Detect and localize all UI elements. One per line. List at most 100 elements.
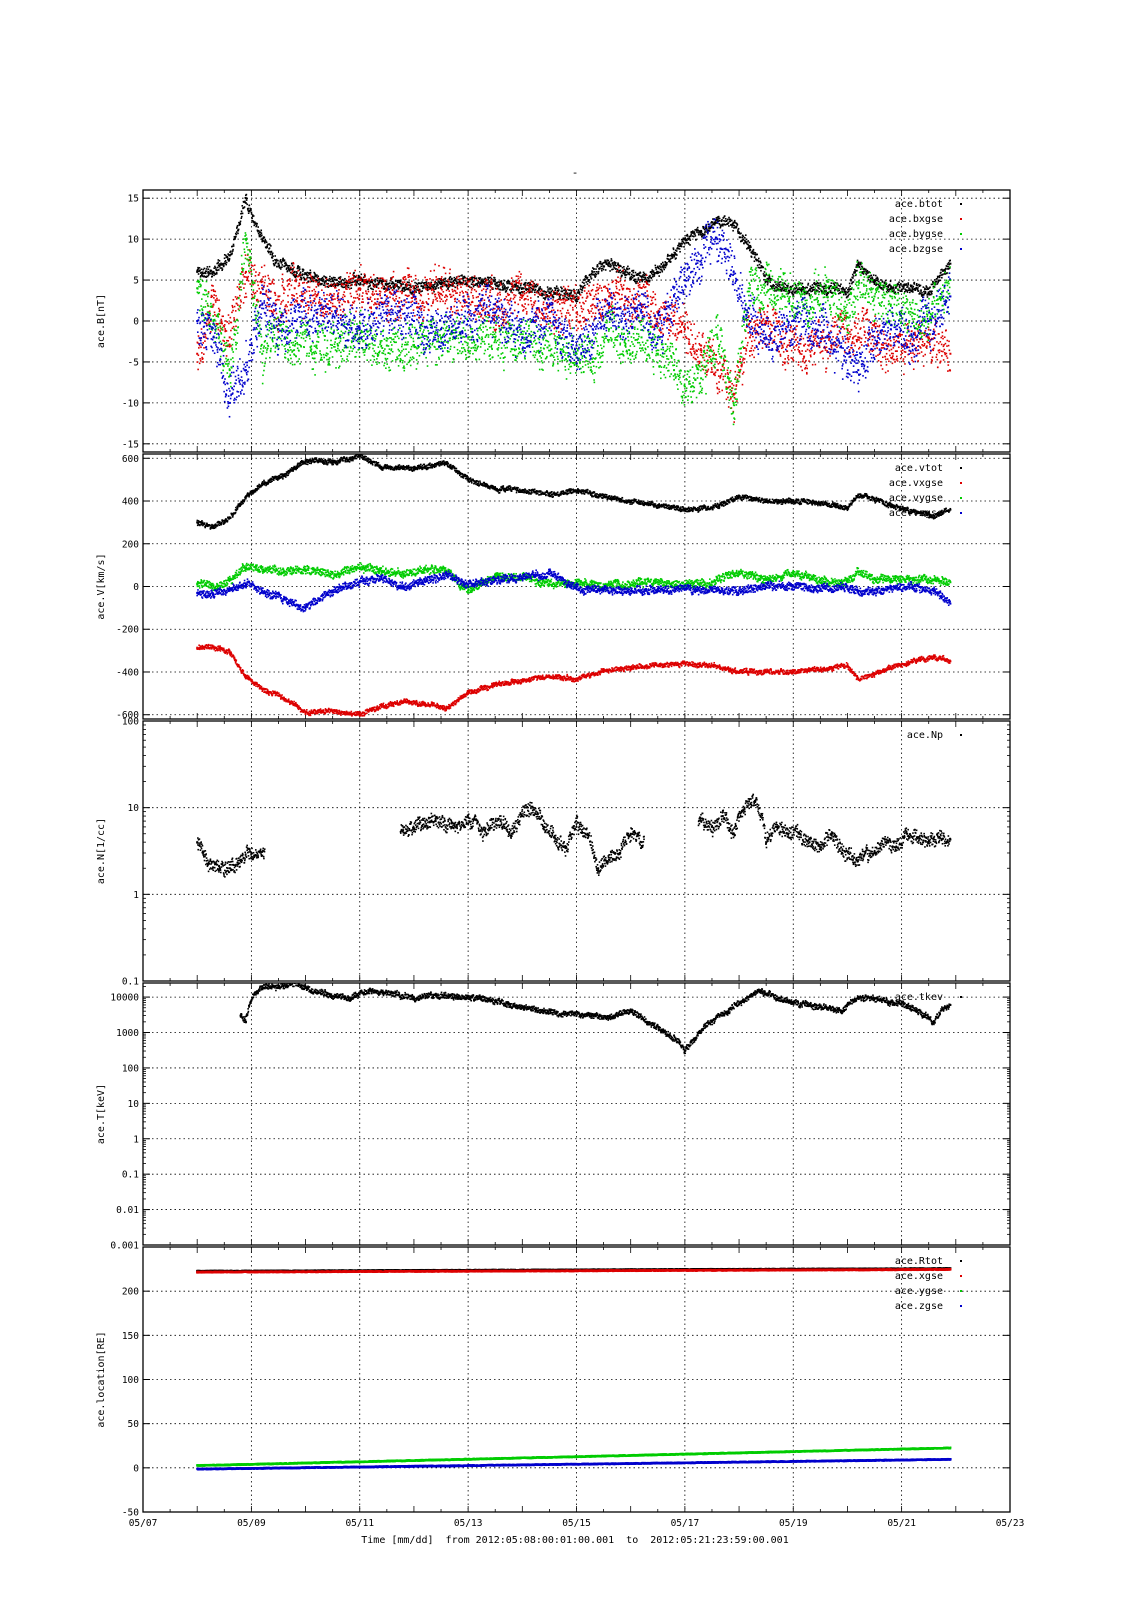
data-point [600, 315, 603, 318]
data-point [872, 274, 875, 276]
data-point [234, 237, 236, 239]
data-point [681, 243, 683, 245]
data-point [335, 311, 337, 314]
data-point [284, 305, 287, 308]
data-point [642, 305, 644, 308]
data-point [826, 323, 829, 326]
data-point [534, 300, 537, 302]
data-point [676, 307, 678, 310]
data-point [489, 276, 492, 279]
data-point [368, 278, 370, 280]
data-point [537, 290, 539, 292]
data-point [517, 275, 519, 278]
data-point [599, 313, 602, 316]
data-point [634, 310, 637, 312]
data-point [297, 267, 300, 269]
data-point [402, 278, 405, 281]
data-point [274, 259, 276, 261]
data-point [526, 288, 529, 291]
data-point [279, 260, 281, 263]
data-point [808, 335, 811, 337]
data-point [251, 296, 254, 299]
data-point [228, 257, 231, 260]
data-point [422, 316, 425, 319]
data-point [680, 329, 683, 332]
data-point [312, 280, 315, 283]
data-point [680, 331, 683, 334]
data-point [304, 297, 306, 299]
data-point [631, 269, 634, 272]
data-point [701, 232, 704, 235]
data-point [355, 290, 358, 293]
data-point [455, 280, 457, 282]
data-point [235, 325, 237, 328]
data-point [267, 291, 270, 293]
data-point [618, 266, 620, 269]
data-point [454, 300, 456, 303]
data-point [341, 303, 344, 306]
data-point [596, 283, 599, 286]
data-point [689, 244, 691, 246]
data-point [466, 277, 468, 280]
data-point [220, 321, 223, 323]
data-point [207, 272, 209, 274]
data-point [848, 289, 851, 291]
data-point [395, 298, 397, 300]
data-point [205, 268, 208, 270]
data-point [542, 317, 544, 320]
data-point [340, 280, 342, 283]
data-point [825, 371, 827, 373]
data-point [415, 286, 418, 289]
data-point [608, 261, 611, 263]
data-point [683, 246, 685, 248]
data-point [213, 297, 215, 299]
data-point [346, 280, 349, 282]
data-point [724, 223, 727, 226]
data-point [488, 284, 491, 287]
data-point [565, 293, 567, 295]
data-point [485, 288, 488, 291]
data-point [590, 272, 593, 275]
data-point [339, 276, 342, 278]
data-point [711, 344, 714, 347]
data-point [949, 352, 952, 355]
data-point [834, 321, 837, 324]
data-point [720, 355, 723, 358]
data-point [832, 336, 834, 338]
data-point [508, 280, 511, 283]
data-point [508, 299, 510, 302]
data-point [327, 313, 330, 315]
data-point [822, 286, 824, 288]
data-point [519, 284, 522, 287]
data-point [796, 344, 798, 346]
data-point [319, 282, 322, 285]
data-point [570, 299, 572, 301]
data-point [804, 366, 807, 369]
data-point [797, 364, 800, 366]
data-point [948, 267, 950, 270]
data-point [927, 288, 930, 290]
data-point [733, 224, 736, 227]
data-point [675, 300, 678, 302]
data-point [706, 370, 709, 372]
data-point [788, 339, 791, 342]
data-point [637, 274, 639, 277]
data-point [381, 283, 384, 286]
data-point [263, 240, 266, 242]
data-point [339, 309, 342, 311]
data-point [741, 383, 744, 386]
data-point [248, 271, 251, 274]
data-point [650, 299, 653, 302]
data-point [459, 283, 461, 286]
data-point [818, 291, 820, 293]
data-point [763, 274, 766, 277]
data-point [752, 330, 755, 332]
data-point [494, 287, 497, 290]
data-point [698, 360, 701, 363]
data-point [770, 323, 772, 326]
data-point [811, 363, 814, 366]
data-point [422, 320, 425, 322]
data-point [739, 360, 742, 363]
data-point [778, 281, 780, 284]
